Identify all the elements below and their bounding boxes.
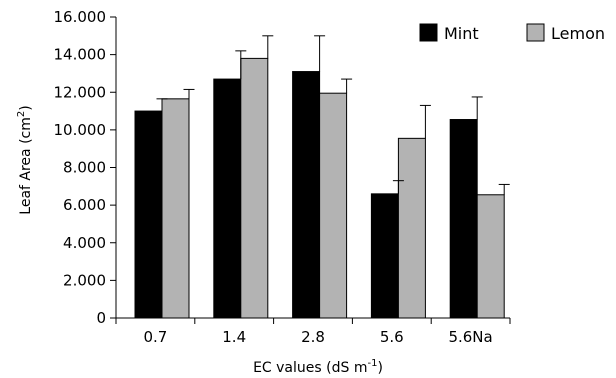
x-axis: 0.7 1.4 2.8 5.6 5.6Na [115, 317, 511, 346]
legend-label-mint: Mint [444, 24, 479, 43]
bar-lemon [476, 194, 505, 319]
y-tick-label: 16.000 [54, 8, 107, 26]
y-axis-title-superscript: 2 [16, 111, 27, 117]
y-axis-title-tail: ) [18, 105, 34, 110]
x-axis-title-superscript: -1 [367, 358, 377, 369]
x-axis-title: EC values (dS m-1) [253, 358, 383, 376]
bar-mint [449, 119, 478, 319]
y-tick-label: 8.000 [63, 159, 106, 177]
x-axis-title-tail: ) [377, 360, 382, 376]
y-axis-title-text: Leaf Area (cm [18, 117, 34, 215]
x-tick-label: 1.4 [222, 328, 246, 346]
bar-mint [134, 110, 163, 319]
x-tick-label: 2.8 [301, 328, 325, 346]
bar-lemon [240, 57, 269, 319]
x-tick-label: 5.6Na [448, 328, 492, 346]
y-axis: 0 2.000 4.000 6.000 8.000 10.000 12.000 14.000 1… [54, 8, 117, 327]
y-tick-label: 12.000 [54, 83, 107, 101]
x-tick-label: 5.6 [380, 328, 404, 346]
y-axis-title: Leaf Area (cm2) [16, 105, 34, 214]
bar-lemon [397, 137, 426, 319]
x-axis-title-text: EC values (dS m [253, 360, 367, 376]
y-tick-label: 14.000 [54, 46, 107, 64]
bar-mint [213, 78, 242, 319]
bar-mint [370, 193, 399, 319]
y-tick-label: 2.000 [63, 271, 106, 289]
y-tick-label: 6.000 [63, 196, 106, 214]
legend-swatch-lemon [526, 23, 545, 42]
y-tick-label: 0 [96, 309, 106, 327]
legend: Mint Lemon [419, 23, 605, 43]
bar-lemon [161, 98, 190, 319]
bars [134, 57, 505, 319]
error-bars [156, 35, 510, 195]
bar-mint [292, 71, 321, 319]
y-tick-label: 4.000 [63, 234, 106, 252]
legend-label-lemon: Lemon [551, 24, 605, 43]
y-tick-label: 10.000 [54, 121, 107, 139]
legend-swatch-mint [419, 23, 438, 42]
x-tick-label: 0.7 [143, 328, 167, 346]
bar-lemon [319, 92, 348, 319]
